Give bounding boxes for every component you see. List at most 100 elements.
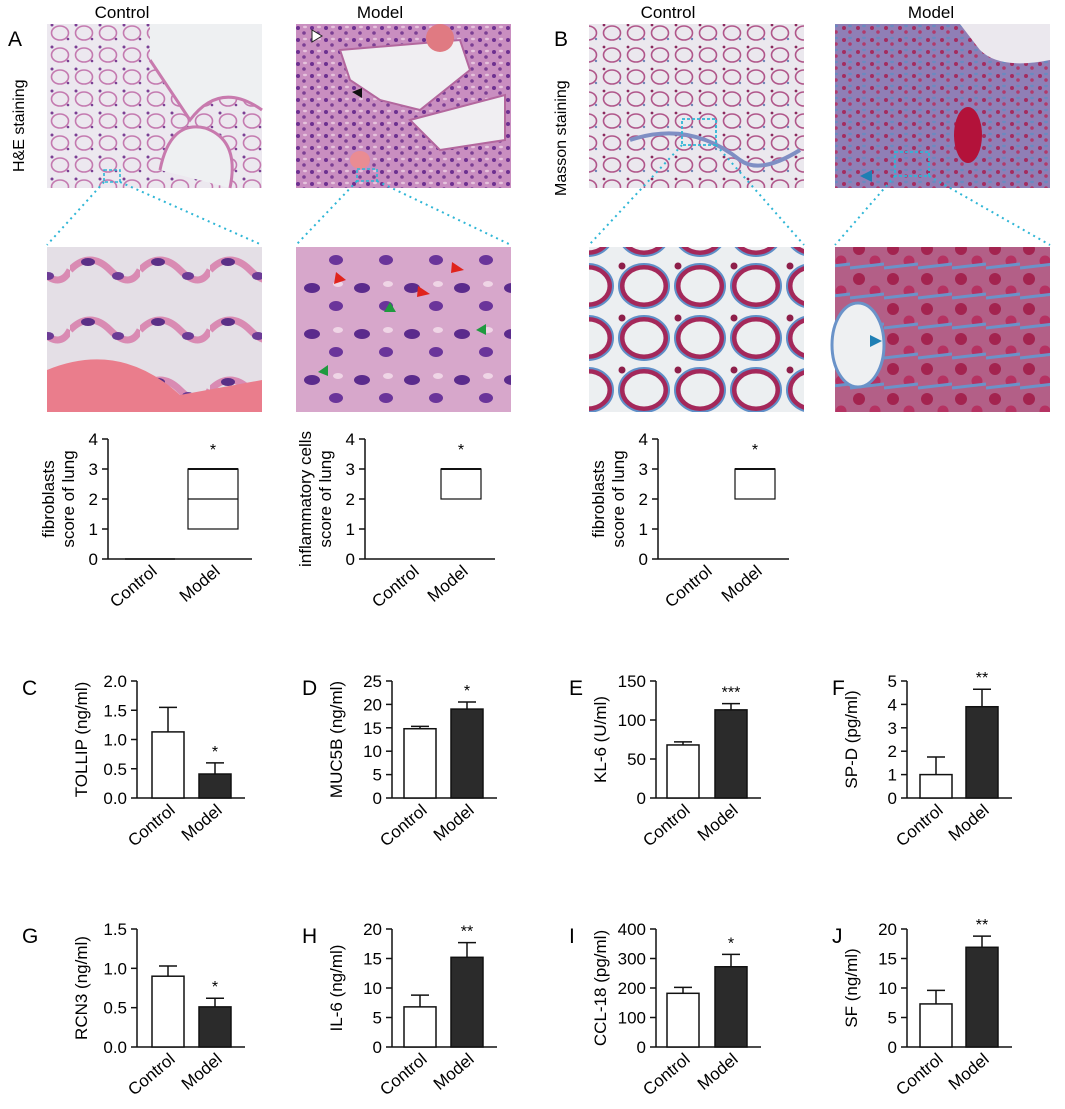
y-axis-label: inflammatory cells [296, 431, 315, 567]
col-title-control-masson: Control [641, 3, 696, 22]
x-tick-label: Control [639, 801, 693, 851]
x-tick-label: Control [368, 562, 422, 612]
y-axis-label: SP-D (pg/ml) [842, 690, 861, 788]
x-tick-label: Control [376, 1050, 430, 1100]
y-axis-label: score of lung [59, 450, 78, 547]
chart-c: 0.0 0.5 1.0 1.5 2.0 TOLLIP (ng/ml) Control Mode… [22, 672, 245, 850]
y-tick-label: 0 [637, 1038, 646, 1057]
y-tick-label: 0 [89, 550, 98, 569]
y-tick-label: 400 [618, 920, 646, 939]
x-tick-label: Model [430, 1050, 478, 1094]
significance-label: * [728, 935, 734, 952]
y-tick-label: 0 [637, 789, 646, 808]
chart-b1: 0 1 2 3 4 fibroblasts score of lung Control Mode… [589, 430, 789, 611]
significance-label: ** [461, 924, 473, 941]
bar-model [198, 1006, 232, 1048]
x-tick-label: Model [176, 562, 224, 606]
y-axis-label: KL-6 (U/ml) [591, 696, 610, 783]
x-tick-label: Control [639, 1050, 693, 1100]
y-tick-label: 0 [346, 550, 355, 569]
y-axis-label: fibroblasts [589, 460, 608, 537]
significance-label: ** [976, 917, 988, 934]
chart-h: 0 5 10 15 20 IL-6 (ng/ml) Control Model H ** [302, 920, 497, 1099]
micrograph-he-control [47, 24, 263, 189]
significance-label: * [464, 683, 470, 700]
panel-letter-f: F [832, 677, 845, 700]
panel-letter-i: I [569, 925, 575, 948]
col-title-control-he: Control [95, 3, 150, 22]
y-axis-label: IL-6 (ng/ml) [327, 945, 346, 1032]
significance-label: * [210, 442, 216, 459]
y-tick-label: 15 [363, 950, 382, 969]
bar-model [965, 946, 999, 1048]
y-tick-label: 10 [363, 979, 382, 998]
y-tick-label: 3 [346, 460, 355, 479]
significance-label: * [212, 744, 218, 761]
y-tick-label: 0 [373, 1038, 382, 1057]
x-tick-label: Model [694, 1050, 742, 1094]
x-tick-label: Control [376, 801, 430, 851]
significance-label: * [212, 979, 218, 996]
row-label-he-staining: H&E staining [11, 80, 28, 173]
bar-control [403, 727, 437, 799]
x-tick-label: Model [694, 801, 742, 845]
significance-label: * [458, 442, 464, 459]
x-tick-label: Model [430, 801, 478, 845]
y-tick-label: 3 [89, 460, 98, 479]
y-tick-label: 4 [639, 430, 648, 449]
bar-control [151, 975, 185, 1048]
panel-letter-a: A [8, 28, 22, 51]
panel-letter-h: H [302, 925, 317, 948]
y-tick-label: 5 [373, 766, 382, 785]
micrograph-masson-model [835, 24, 1050, 188]
x-tick-label: Model [178, 1050, 226, 1094]
y-axis-label: MUC5B (ng/ml) [327, 681, 346, 798]
x-tick-label: Control [661, 562, 715, 612]
y-tick-label: 1 [346, 520, 355, 539]
micrograph-zoom-masson-control [589, 247, 804, 412]
y-tick-label: 4 [89, 430, 98, 449]
y-tick-label: 1.5 [103, 920, 127, 939]
bar-control [403, 1006, 437, 1048]
y-tick-label: 10 [878, 979, 897, 998]
y-tick-label: 50 [627, 750, 646, 769]
y-tick-label: 2 [89, 490, 98, 509]
x-tick-label: Model [424, 562, 472, 606]
bar-model [965, 705, 999, 799]
y-tick-label: 0 [373, 789, 382, 808]
panel-letter-e: E [569, 677, 583, 700]
micrograph-he-model [296, 24, 511, 188]
panel-letter-g: G [22, 925, 38, 948]
bar-model [714, 709, 748, 799]
y-axis-label: score of lung [609, 450, 628, 547]
micrograph-masson-control [589, 24, 804, 188]
panel-letter-j: J [832, 925, 843, 948]
chart-e: 0 50 100 150 KL-6 (U/ml) Control Model E *** [569, 672, 761, 850]
y-tick-label: 5 [888, 672, 897, 691]
y-tick-label: 200 [618, 979, 646, 998]
chart-g: 0.0 0.5 1.0 1.5 RCN3 (ng/ml) Control Model G * [22, 920, 245, 1099]
y-tick-label: 1.0 [103, 959, 127, 978]
y-tick-label: 150 [618, 672, 646, 691]
x-tick-label: Control [106, 562, 160, 612]
y-tick-label: 15 [878, 950, 897, 969]
box-model [440, 468, 482, 500]
bar-control [151, 731, 185, 799]
col-title-model-he: Model [357, 3, 403, 22]
y-tick-label: 0.0 [103, 1038, 127, 1057]
x-tick-label: Control [124, 801, 178, 851]
x-tick-label: Model [945, 1050, 993, 1094]
chart-a1: 0 1 2 3 4 fibroblasts score of lung Control Mode… [39, 430, 252, 611]
y-tick-label: 4 [346, 430, 355, 449]
y-tick-label: 3 [888, 719, 897, 738]
panel-letter-b: B [554, 28, 568, 51]
box-model [734, 468, 776, 500]
y-tick-label: 1.0 [103, 731, 127, 750]
y-tick-label: 10 [363, 742, 382, 761]
significance-label: *** [722, 685, 741, 702]
significance-label: ** [976, 670, 988, 687]
